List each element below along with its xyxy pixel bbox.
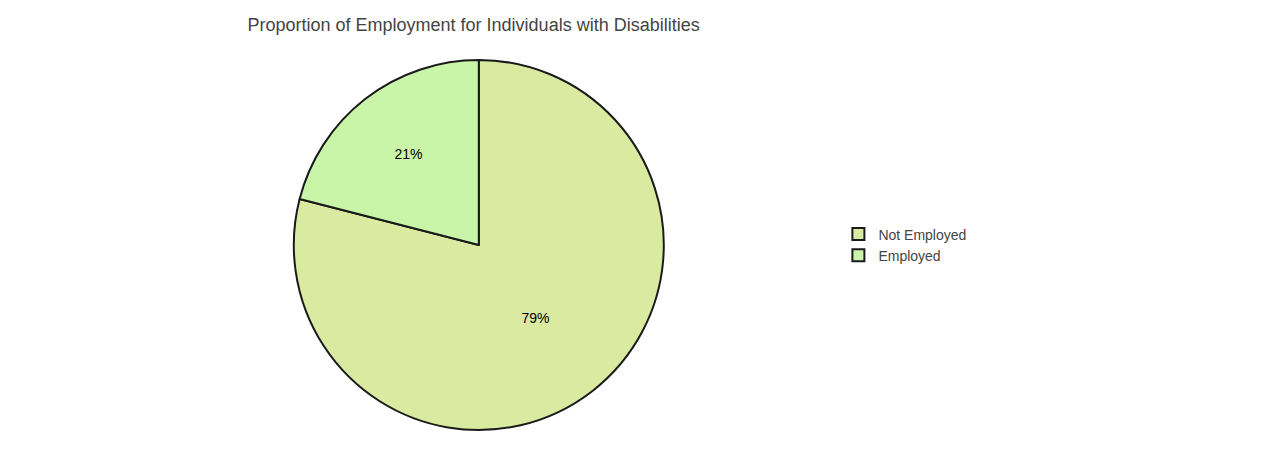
svg-text:Proportion of Employment for I: Proportion of Employment for Individuals… <box>247 15 699 35</box>
svg-text:Employed: Employed <box>878 248 940 264</box>
svg-text:21%: 21% <box>394 146 422 162</box>
svg-text:Not Employed: Not Employed <box>878 227 966 243</box>
svg-text:79%: 79% <box>521 310 549 326</box>
